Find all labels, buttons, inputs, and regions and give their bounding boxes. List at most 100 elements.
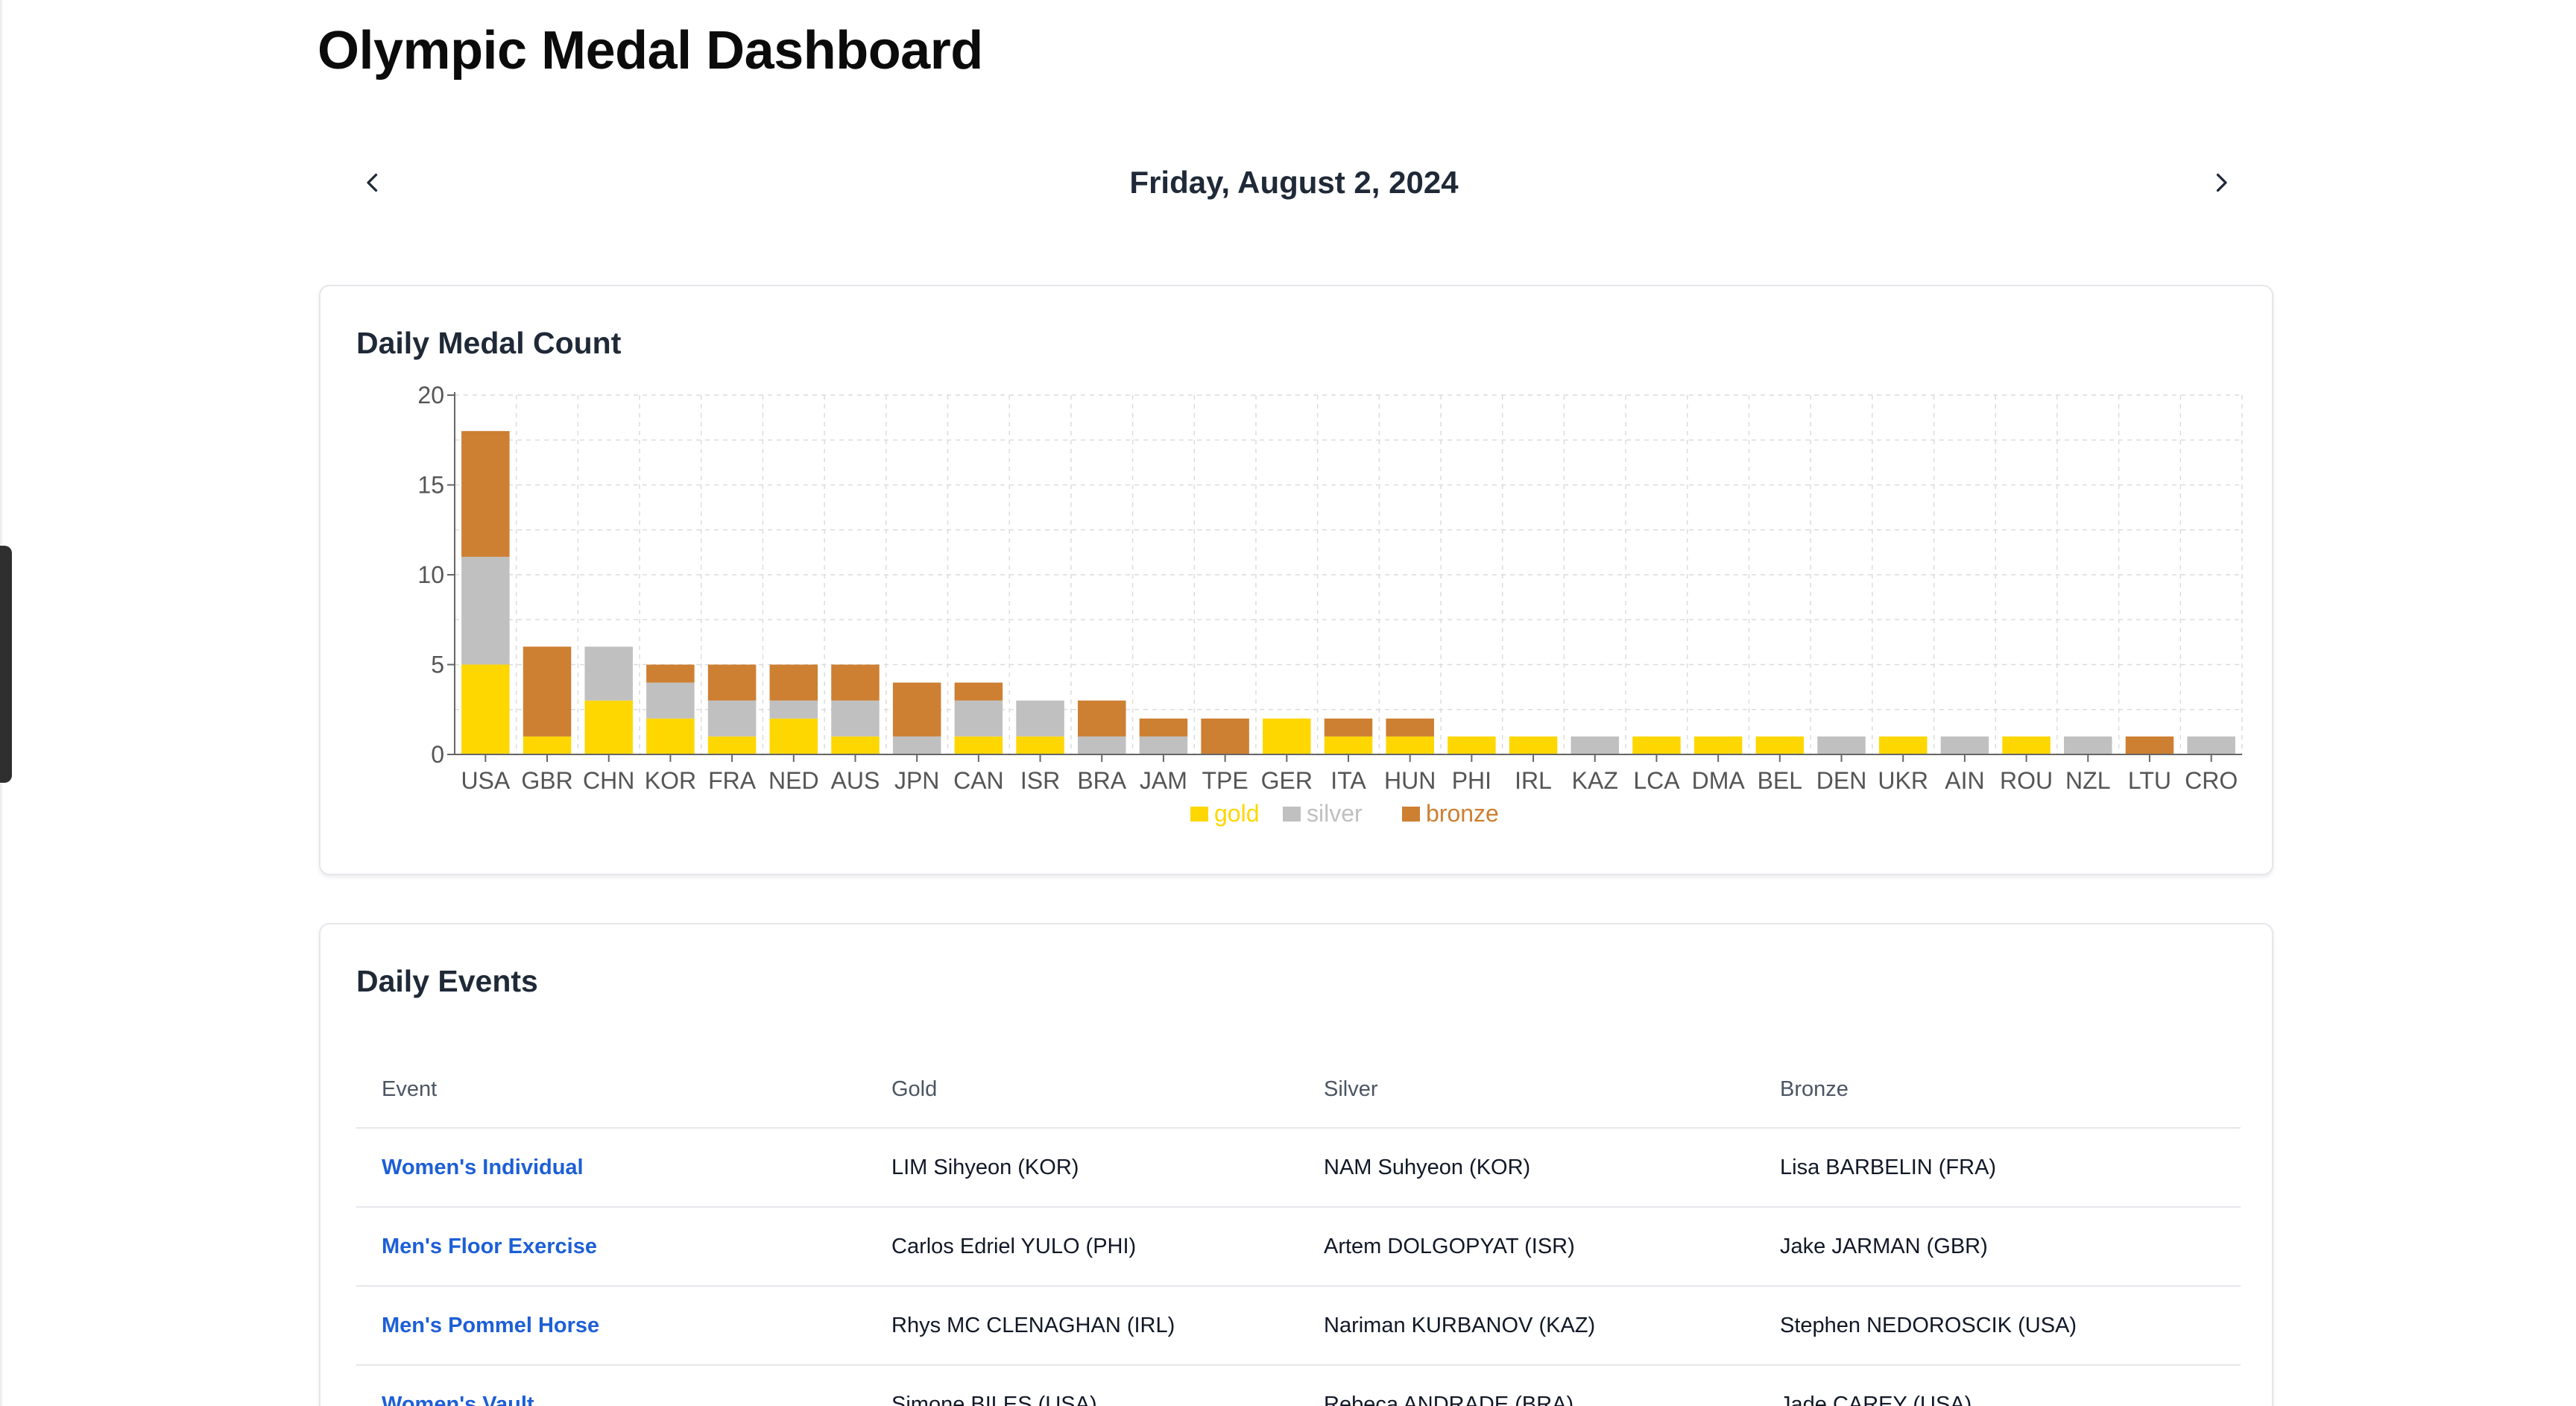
- table-row: Men's Floor Exercise Carlos Edriel YULO …: [356, 1207, 2241, 1287]
- bar-bronze-can: [954, 682, 1003, 701]
- bar-bronze-jpn: [892, 682, 941, 737]
- x-tick-label-usa: USA: [461, 767, 510, 794]
- bar-gold-rou: [2002, 736, 2051, 754]
- bar-bronze-fra: [707, 664, 757, 701]
- bar-bronze-ltu: [2125, 736, 2174, 754]
- next-day-button[interactable]: [2199, 160, 2244, 205]
- bar-silver-ned: [769, 700, 818, 719]
- event-cell: Men's Pommel Horse: [356, 1286, 866, 1366]
- x-tick-label-ltu: LTU: [2128, 767, 2171, 794]
- table-row: Women's Individual LIM Sihyeon (KOR) NAM…: [356, 1128, 2241, 1208]
- table-header-row: Event Gold Silver Bronze: [356, 1051, 2241, 1129]
- x-tick-label-rou: ROU: [2000, 767, 2053, 794]
- column-header-bronze[interactable]: Bronze: [1755, 1051, 2241, 1129]
- bar-gold-ukr: [1878, 736, 1928, 754]
- bronze-cell: Jade CAREY (USA): [1755, 1365, 2241, 1406]
- y-tick-label: 10: [417, 561, 444, 588]
- event-link[interactable]: Men's Floor Exercise: [382, 1234, 597, 1258]
- y-tick-label: 5: [431, 652, 444, 678]
- gold-cell: LIM Sihyeon (KOR): [866, 1128, 1298, 1208]
- silver-cell: Nariman KURBANOV (KAZ): [1298, 1286, 1755, 1366]
- legend-swatch-silver: [1283, 807, 1301, 822]
- bar-bronze-ita: [1324, 718, 1373, 737]
- y-tick-label: 15: [417, 472, 444, 499]
- previous-day-button[interactable]: [350, 160, 395, 205]
- bar-silver-usa: [461, 556, 510, 665]
- gold-cell: Rhys MC CLENAGHAN (IRL): [866, 1286, 1298, 1366]
- bar-bronze-aus: [831, 664, 880, 701]
- x-tick-label-ned: NED: [768, 767, 819, 794]
- silver-cell: NAM Suhyeon (KOR): [1298, 1128, 1755, 1208]
- event-link[interactable]: Women's Vault: [382, 1392, 534, 1406]
- events-card-title: Daily Events: [356, 964, 538, 998]
- bar-silver-ain: [1940, 736, 1989, 754]
- side-panel-handle[interactable]: [0, 546, 12, 783]
- bar-silver-bra: [1077, 736, 1126, 754]
- bar-bronze-bra: [1077, 700, 1126, 737]
- column-header-gold[interactable]: Gold: [866, 1051, 1298, 1129]
- bar-gold-ger: [1263, 718, 1311, 754]
- legend-swatch-bronze: [1402, 807, 1420, 822]
- bar-silver-isr: [1016, 700, 1064, 737]
- x-tick-label-tpe: TPE: [1202, 767, 1248, 794]
- x-tick-label-kor: KOR: [645, 767, 696, 794]
- table-row: Men's Pommel Horse Rhys MC CLENAGHAN (IR…: [356, 1286, 2241, 1366]
- table-row: Women's Vault Simone BILES (USA) Rebeca …: [356, 1365, 2241, 1406]
- bar-bronze-gbr: [523, 646, 572, 737]
- silver-cell: Rebeca ANDRADE (BRA): [1298, 1365, 1755, 1406]
- bar-gold-isr: [1016, 736, 1064, 754]
- x-tick-label-chn: CHN: [583, 767, 634, 794]
- event-link[interactable]: Women's Individual: [382, 1155, 584, 1179]
- bar-silver-jam: [1139, 736, 1188, 754]
- bar-gold-phi: [1448, 736, 1496, 754]
- column-header-silver[interactable]: Silver: [1298, 1051, 1755, 1129]
- page-title: Olympic Medal Dashboard: [318, 21, 983, 81]
- x-tick-label-aus: AUS: [831, 767, 880, 794]
- bar-gold-can: [954, 736, 1003, 754]
- x-tick-label-ger: GER: [1261, 767, 1313, 794]
- bar-gold-chn: [584, 700, 633, 754]
- legend-label-gold: gold: [1214, 800, 1260, 827]
- column-header-event[interactable]: Event: [356, 1051, 866, 1129]
- bar-gold-gbr: [523, 736, 572, 754]
- bar-bronze-jam: [1139, 718, 1188, 737]
- bar-silver-cro: [2187, 736, 2235, 754]
- bar-gold-bel: [1755, 736, 1805, 754]
- x-tick-label-kaz: KAZ: [1572, 767, 1618, 794]
- bar-gold-dma: [1693, 736, 1743, 754]
- bar-gold-kor: [646, 718, 695, 754]
- x-tick-label-bra: BRA: [1077, 767, 1126, 794]
- events-table: Event Gold Silver Bronze Women's Individ…: [356, 1051, 2241, 1406]
- x-tick-label-can: CAN: [953, 767, 1004, 794]
- event-cell: Men's Floor Exercise: [356, 1207, 866, 1287]
- y-tick-label: 20: [417, 382, 444, 409]
- bar-gold-hun: [1386, 736, 1434, 754]
- event-link[interactable]: Men's Pommel Horse: [382, 1313, 600, 1337]
- x-tick-label-jpn: JPN: [894, 767, 939, 794]
- event-cell: Women's Vault: [356, 1365, 866, 1406]
- bar-silver-nzl: [2064, 736, 2112, 754]
- bar-gold-irl: [1509, 736, 1558, 754]
- daily-medal-count-card: Daily Medal Count 0 5 10 15 20 USA GBR CHN KOR FR…: [319, 285, 2273, 875]
- bar-silver-can: [954, 700, 1003, 737]
- bar-bronze-kor: [646, 664, 695, 683]
- bar-silver-fra: [707, 700, 757, 737]
- bar-bronze-usa: [461, 431, 510, 557]
- chart-card-title: Daily Medal Count: [356, 326, 622, 360]
- y-tick-label: 0: [431, 741, 444, 768]
- bar-silver-kaz: [1570, 736, 1620, 754]
- current-date: Friday, August 2, 2024: [1129, 165, 1459, 200]
- bronze-cell: Stephen NEDOROSCIK (USA): [1755, 1286, 2241, 1366]
- bar-gold-lca: [1632, 736, 1681, 754]
- bar-bronze-ned: [769, 664, 818, 701]
- date-navigator: Friday, August 2, 2024: [318, 142, 2270, 224]
- bar-silver-den: [1817, 736, 1866, 754]
- chevron-right-icon: [2216, 173, 2227, 192]
- medal-bar-chart: 0 5 10 15 20 USA GBR CHN KOR FRA NED AUS JPN CAN ISR BR…: [417, 382, 2243, 827]
- bronze-cell: Lisa BARBELIN (FRA): [1755, 1128, 2241, 1208]
- x-tick-label-lca: LCA: [1633, 767, 1680, 794]
- chevron-left-icon: [367, 173, 378, 192]
- bar-bronze-hun: [1386, 718, 1434, 737]
- x-tick-label-bel: BEL: [1758, 767, 1802, 794]
